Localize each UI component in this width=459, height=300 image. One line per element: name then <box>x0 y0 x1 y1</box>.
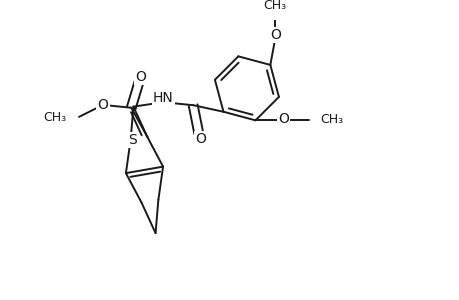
Text: CH₃: CH₃ <box>263 0 286 12</box>
Text: HN: HN <box>152 92 173 106</box>
Text: O: O <box>277 112 288 126</box>
Text: S: S <box>128 133 136 147</box>
Text: O: O <box>195 132 206 146</box>
Text: O: O <box>97 98 108 112</box>
Text: CH₃: CH₃ <box>43 111 66 124</box>
Text: O: O <box>270 28 281 42</box>
Text: O: O <box>134 70 146 84</box>
Text: CH₃: CH₃ <box>320 113 343 126</box>
